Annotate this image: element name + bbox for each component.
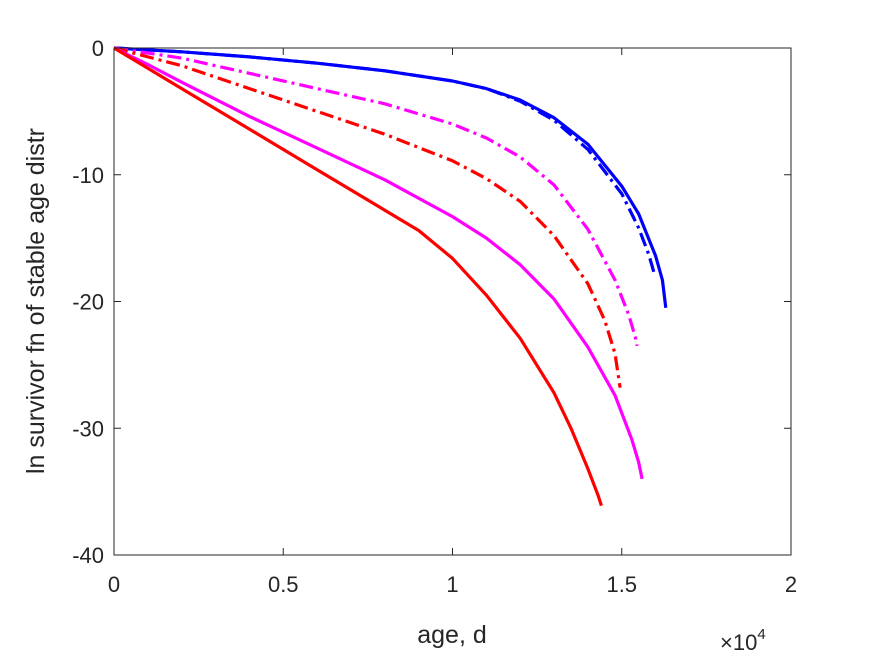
x-axis-label: age, d: [417, 621, 487, 649]
x-tick-label: 0.5: [268, 572, 299, 597]
series-line-5: [113, 46, 644, 480]
x-exponent-power: 4: [757, 626, 765, 643]
y-tick-label: -20: [72, 290, 104, 315]
plot-area: [114, 48, 791, 555]
y-tick-label: -30: [72, 416, 104, 441]
y-tick-label: -10: [72, 163, 104, 188]
series-line-6: [113, 46, 603, 507]
y-tick-label: -40: [72, 543, 104, 568]
x-exponent-base: ×10: [720, 630, 757, 655]
x-tick-label: 0: [108, 572, 120, 597]
ticks-layer: 0 0.5 1 1.5 2 0 -10 -20 -30 -40: [72, 36, 797, 597]
x-tick-label: 1.5: [606, 572, 637, 597]
x-tick-label: 1: [446, 572, 458, 597]
series-line-4: [113, 46, 622, 388]
x-exponent-label: ×104: [720, 626, 766, 655]
series-layer: [113, 46, 668, 507]
series-line-2: [113, 46, 656, 273]
x-tick-label: 2: [785, 572, 797, 597]
y-axis-label: ln survivor fn of stable age distr: [22, 128, 50, 474]
y-tick-label: 0: [92, 36, 104, 61]
